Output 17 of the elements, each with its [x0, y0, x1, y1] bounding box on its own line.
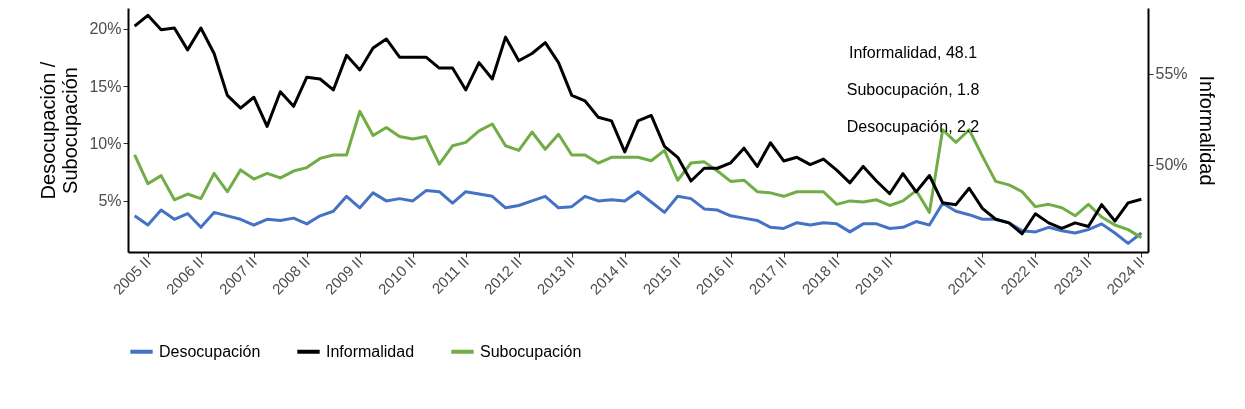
annotation: Desocupación, 2.2: [846, 118, 980, 135]
annotation: Informalidad, 48.1: [848, 44, 978, 61]
y-axis-title: Desocupación / Subocupación: [37, 61, 82, 200]
legend-label: Desocupación: [159, 342, 261, 360]
y-tick-label: 15%: [89, 77, 122, 95]
annotation: Subocupación, 1.8: [846, 81, 980, 98]
y2-axis-title: Informalidad: [1195, 75, 1218, 186]
line-series: [133, 13, 1143, 236]
line-series: [133, 109, 1143, 240]
legend-label: Subocupación: [480, 342, 582, 360]
legend-label: Informalidad: [326, 342, 415, 360]
y-tick-label: 10%: [89, 134, 122, 152]
line-series: [133, 189, 1143, 245]
y2-tick-label: 50%: [1155, 156, 1188, 174]
y-tick-label: 20%: [89, 20, 122, 38]
y2-tick-label: 55%: [1155, 65, 1188, 83]
y-tick-label: 5%: [98, 192, 122, 210]
